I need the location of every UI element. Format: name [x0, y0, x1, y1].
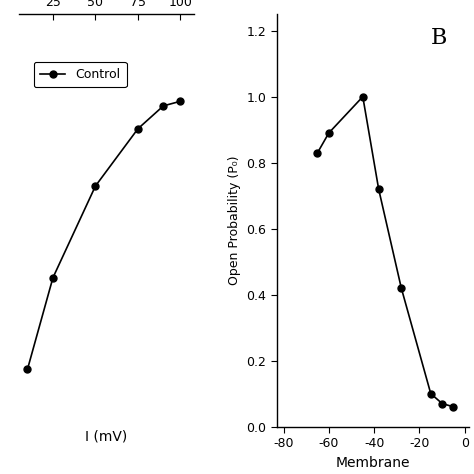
Legend: Control: Control — [34, 62, 127, 87]
Y-axis label: Open Probability (P₀): Open Probability (P₀) — [228, 155, 241, 285]
Text: B: B — [431, 27, 447, 49]
X-axis label: I (mV): I (mV) — [85, 429, 128, 443]
X-axis label: Membrane: Membrane — [336, 456, 410, 470]
